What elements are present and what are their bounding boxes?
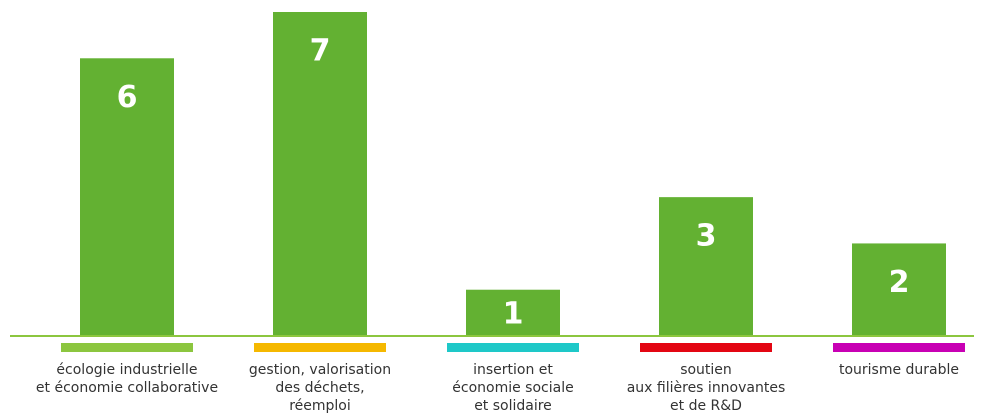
bar [659, 197, 753, 336]
bar [852, 243, 946, 336]
category-strip [254, 343, 386, 352]
x-tick-label: écologie industrielle et économie collabo… [36, 362, 218, 396]
bar [80, 58, 174, 337]
value-label: 3 [696, 219, 717, 254]
value-label: 7 [310, 34, 331, 69]
x-tick-label: insertion et économie sociale et solidaire [452, 362, 573, 414]
value-label: 1 [503, 296, 524, 331]
bar [466, 289, 560, 336]
category-strip [833, 343, 965, 352]
x-tick-label: gestion, valorisation des déchets, réemplo… [249, 362, 391, 414]
x-tick-label: soutien aux filières innovantes et de R&D [627, 362, 786, 414]
category-strip [640, 343, 772, 352]
bar [273, 12, 367, 336]
value-label: 6 [117, 80, 138, 115]
value-label: 2 [889, 265, 910, 300]
category-strip [447, 343, 579, 352]
x-tick-label: tourisme durable [839, 362, 959, 378]
category-strip [61, 343, 193, 352]
